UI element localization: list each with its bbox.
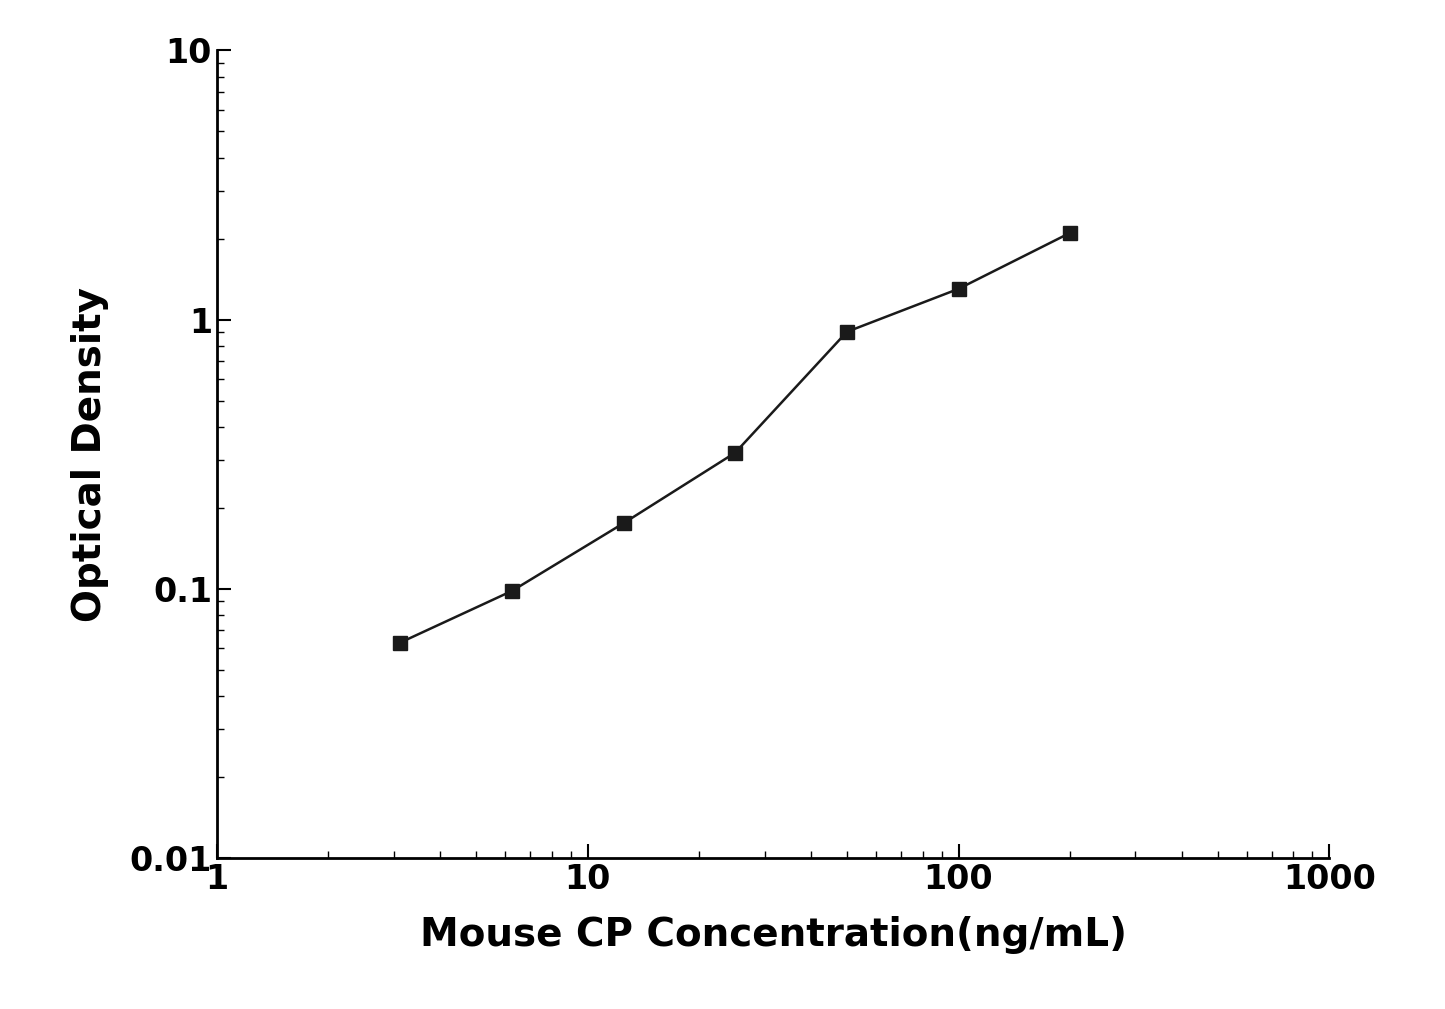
Y-axis label: Optical Density: Optical Density (71, 287, 108, 622)
X-axis label: Mouse CP Concentration(ng/mL): Mouse CP Concentration(ng/mL) (419, 916, 1127, 955)
